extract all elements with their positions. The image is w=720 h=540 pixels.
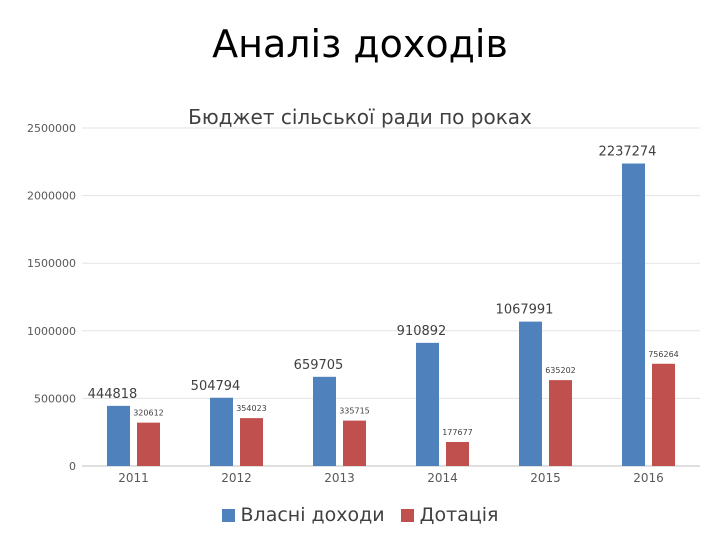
data-label-series-1: 2237274 [599,145,657,160]
data-label-series-2: 320612 [133,409,164,418]
bar-chart: Бюджет сільської ради по роках 0 500000 10… [27,105,700,485]
bar-series-1 [622,163,645,466]
y-tick-label: 2500000 [27,122,76,135]
data-label-series-2: 635202 [545,366,576,375]
data-label-series-2: 177677 [442,428,473,437]
data-label-series-1: 444818 [88,387,138,402]
data-label-series-1: 910892 [397,324,447,339]
bars [107,163,675,466]
bar-series-1 [416,342,439,466]
gridlines [82,127,700,467]
bar-series-1 [210,397,233,466]
x-tick-label: 2013 [324,471,355,485]
legend-swatch-series-2 [400,508,414,522]
data-label-series-1: 1067991 [496,303,554,318]
legend-item-series-2: Дотація [400,504,499,526]
bar-series-2 [446,441,469,466]
x-tick-label: 2015 [530,471,561,485]
y-tick-label: 2000000 [27,190,76,203]
bar-series-1 [519,321,542,466]
data-label-series-2: 354023 [236,404,267,413]
legend: Власні доходи Дотація [0,504,720,526]
data-label-series-1: 659705 [294,358,344,373]
data-label-series-1: 504794 [191,379,241,394]
y-tick-label: 1500000 [27,257,76,270]
data-label-series-2: 335715 [339,407,370,416]
slide-title: Аналіз доходів [212,22,508,66]
y-tick-label: 1000000 [27,325,76,338]
legend-label-series-2: Дотація [419,504,499,526]
x-tick-label: 2016 [633,471,664,485]
bar-series-2 [240,418,263,466]
bar-series-1 [313,376,336,466]
bar-series-1 [107,405,130,466]
y-axis-tick-labels: 0 500000 1000000 1500000 2000000 2500000 [27,122,76,473]
data-label-series-2: 756264 [648,350,679,359]
bar-series-2 [549,380,572,466]
chart-title: Бюджет сільської ради по роках [188,105,532,129]
x-axis-tick-labels: 2011 2012 2013 2014 2015 2016 [118,471,664,485]
y-tick-label: 0 [69,460,76,473]
x-tick-label: 2011 [118,471,149,485]
data-labels: 444818 320612 504794 354023 659705 335715 9108… [88,145,679,437]
bar-series-2 [343,420,366,466]
bar-series-2 [137,422,160,466]
legend-swatch-series-1 [221,508,235,522]
y-tick-label: 500000 [34,392,76,405]
x-tick-label: 2012 [221,471,252,485]
legend-label-series-1: Власні доходи [240,504,385,526]
legend-item-series-1: Власні доходи [221,504,385,526]
bar-series-2 [652,363,675,466]
x-tick-label: 2014 [427,471,458,485]
